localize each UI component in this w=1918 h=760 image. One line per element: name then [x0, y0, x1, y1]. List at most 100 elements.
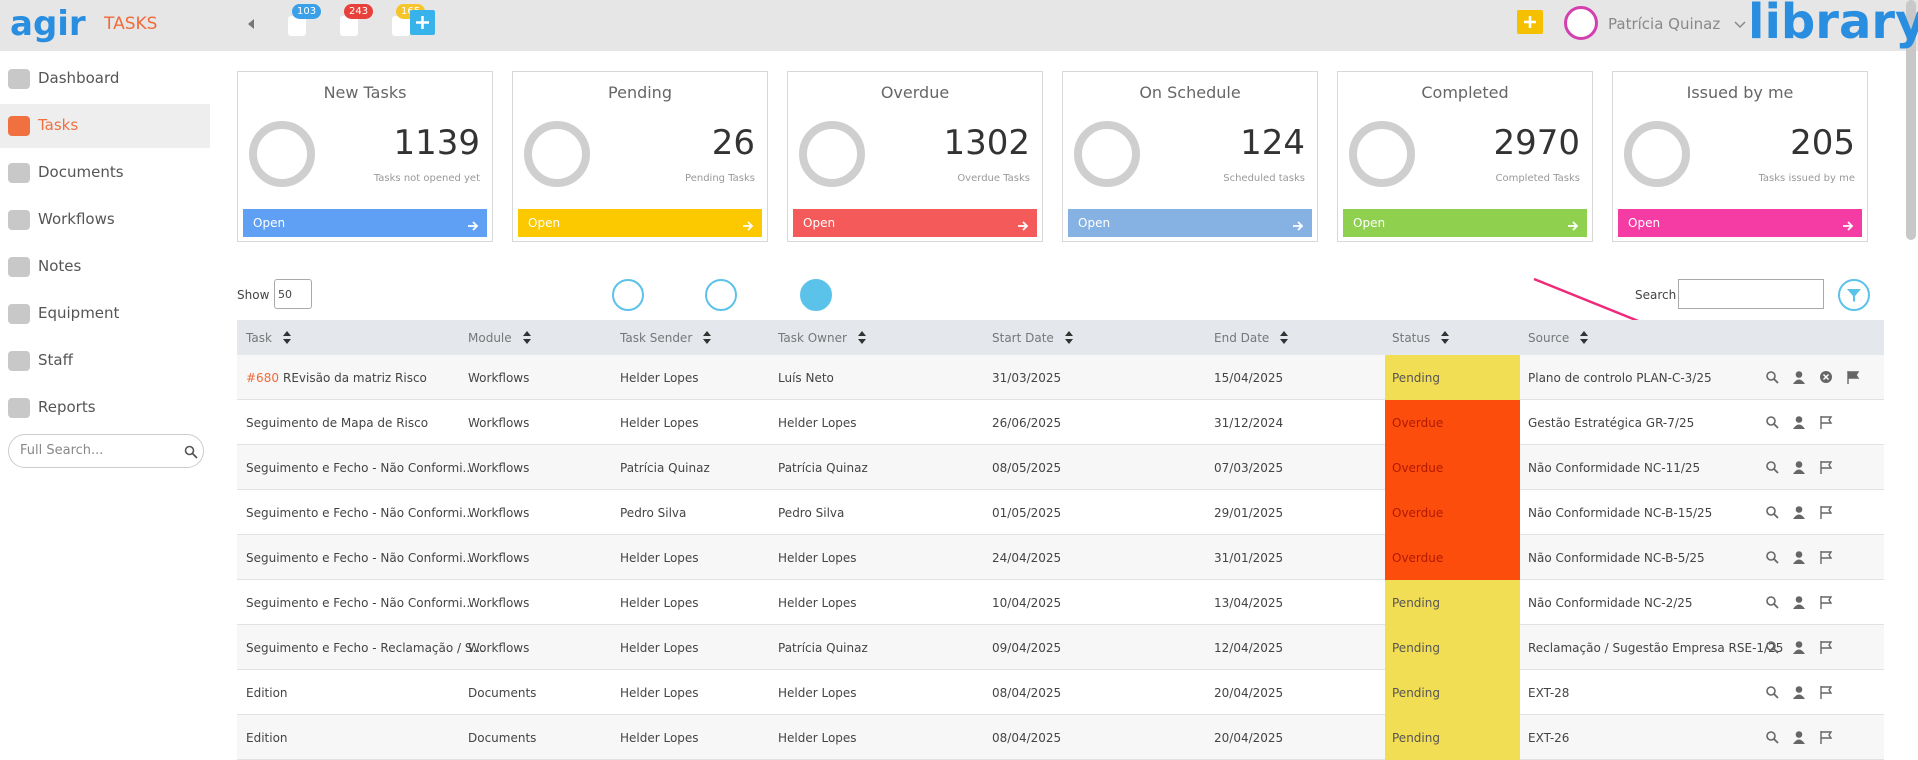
column-header[interactable]: End Date [1214, 331, 1270, 345]
user-caret[interactable] [1734, 16, 1746, 29]
table-row[interactable] [237, 490, 1884, 535]
row-action[interactable] [1792, 505, 1806, 520]
row-action[interactable] [1765, 460, 1779, 475]
row-action[interactable] [1792, 415, 1806, 430]
cell[interactable]: REvisão da matriz Risco [283, 371, 427, 385]
row-action[interactable] [1765, 640, 1779, 655]
row-action[interactable] [1765, 685, 1779, 700]
table-row[interactable] [237, 580, 1884, 625]
nav-item[interactable]: Reports [38, 398, 96, 416]
icon [1793, 506, 1805, 519]
nav-icon[interactable] [288, 16, 306, 36]
sort-icon[interactable] [1579, 330, 1589, 345]
row-action[interactable] [1819, 730, 1833, 745]
nav-item[interactable]: Equipment [38, 304, 120, 322]
sort-icon[interactable] [282, 330, 292, 345]
cell[interactable]: Seguimento e Fecho - Não Conformi... [246, 551, 474, 565]
card-button[interactable] [1618, 209, 1862, 237]
row-action[interactable] [1792, 370, 1806, 385]
row-action[interactable] [1819, 685, 1833, 700]
card-button-label[interactable]: Open [803, 216, 836, 230]
cell[interactable]: Seguimento e Fecho - Não Conformi... [246, 461, 474, 475]
card-button[interactable] [518, 209, 762, 237]
cell[interactable]: Edition [246, 686, 288, 700]
card-button-label[interactable]: Open [253, 216, 286, 230]
column-header[interactable]: Start Date [992, 331, 1054, 345]
card-button[interactable] [793, 209, 1037, 237]
column-header[interactable]: Module [468, 331, 512, 345]
card-caption: Tasks not opened yet [373, 173, 480, 184]
cell[interactable]: Seguimento e Fecho - Reclamação / S... [246, 641, 484, 655]
row-action[interactable] [1765, 370, 1779, 385]
nav-item[interactable]: Staff [38, 351, 73, 369]
nav-icon[interactable] [392, 16, 410, 36]
card-button-label[interactable]: Open [1078, 216, 1111, 230]
card-button-label[interactable]: Open [1353, 216, 1386, 230]
quick-add[interactable] [1517, 10, 1543, 34]
sort-icon[interactable] [522, 330, 532, 345]
row-action[interactable] [1819, 505, 1833, 520]
nav-item[interactable]: Dashboard [38, 69, 120, 87]
row-action[interactable] [1819, 460, 1833, 475]
row-action[interactable] [1792, 460, 1806, 475]
row-action[interactable] [1819, 370, 1833, 385]
filter-button[interactable] [800, 279, 832, 311]
row-action[interactable] [1792, 640, 1806, 655]
column-header[interactable]: Task [246, 331, 272, 345]
row-action[interactable] [1792, 730, 1806, 745]
nav-icon[interactable] [340, 16, 358, 36]
page-size[interactable]: 50 [274, 279, 312, 309]
column-header[interactable]: Task Owner [778, 331, 847, 345]
task-id[interactable]: #680 [246, 371, 279, 385]
back[interactable] [244, 12, 258, 36]
avatar[interactable] [1564, 6, 1598, 40]
nav-item[interactable]: Tasks [38, 116, 79, 134]
filter-button[interactable] [612, 279, 644, 311]
table-row[interactable] [237, 355, 1884, 400]
row-action[interactable] [1765, 730, 1779, 745]
column-header[interactable]: Source [1528, 331, 1570, 345]
nav-item[interactable]: Documents [38, 163, 124, 181]
table-row[interactable] [237, 670, 1884, 715]
filter-button[interactable] [705, 279, 737, 311]
card-button-label[interactable]: Open [1628, 216, 1661, 230]
row-action[interactable] [1819, 595, 1833, 610]
sort-icon[interactable] [857, 330, 867, 345]
card-button[interactable] [1068, 209, 1312, 237]
row-action[interactable] [1792, 550, 1806, 565]
table-row[interactable] [237, 400, 1884, 445]
row-action[interactable] [1846, 370, 1860, 385]
card-button[interactable] [1343, 209, 1587, 237]
row-action[interactable] [1765, 595, 1779, 610]
sort-icon[interactable] [702, 330, 712, 345]
sort-icon[interactable] [1279, 330, 1289, 345]
card-button-label[interactable]: Open [528, 216, 561, 230]
row-action[interactable] [1819, 640, 1833, 655]
table-row[interactable] [237, 625, 1884, 670]
nav-item[interactable]: Workflows [38, 210, 115, 228]
add-button[interactable] [410, 10, 435, 35]
table-row[interactable] [237, 535, 1884, 580]
sort-icon[interactable] [1440, 330, 1450, 345]
row-action[interactable] [1819, 415, 1833, 430]
row-action[interactable] [1765, 550, 1779, 565]
column-header[interactable]: Status [1392, 331, 1431, 345]
row-action[interactable] [1792, 595, 1806, 610]
cell[interactable]: Edition [246, 731, 288, 745]
row-action[interactable] [1819, 550, 1833, 565]
nav-item[interactable]: Notes [38, 257, 82, 275]
row-action[interactable] [1765, 415, 1779, 430]
cell[interactable]: Seguimento e Fecho - Não Conformi... [246, 506, 474, 520]
sort-icon[interactable] [1064, 330, 1074, 345]
table-row[interactable] [237, 445, 1884, 490]
search-input[interactable] [1678, 279, 1824, 309]
cell[interactable]: Seguimento de Mapa de Risco [246, 416, 429, 430]
cell[interactable]: Seguimento e Fecho - Não Conformi... [246, 596, 474, 610]
card-button[interactable] [243, 209, 487, 237]
user-name[interactable]: Patrícia Quinaz [1608, 15, 1721, 33]
column-header[interactable]: Task Sender [620, 331, 693, 345]
row-action[interactable] [1792, 685, 1806, 700]
full-search[interactable] [8, 434, 204, 468]
filter-icon[interactable] [1838, 279, 1870, 311]
row-action[interactable] [1765, 505, 1779, 520]
